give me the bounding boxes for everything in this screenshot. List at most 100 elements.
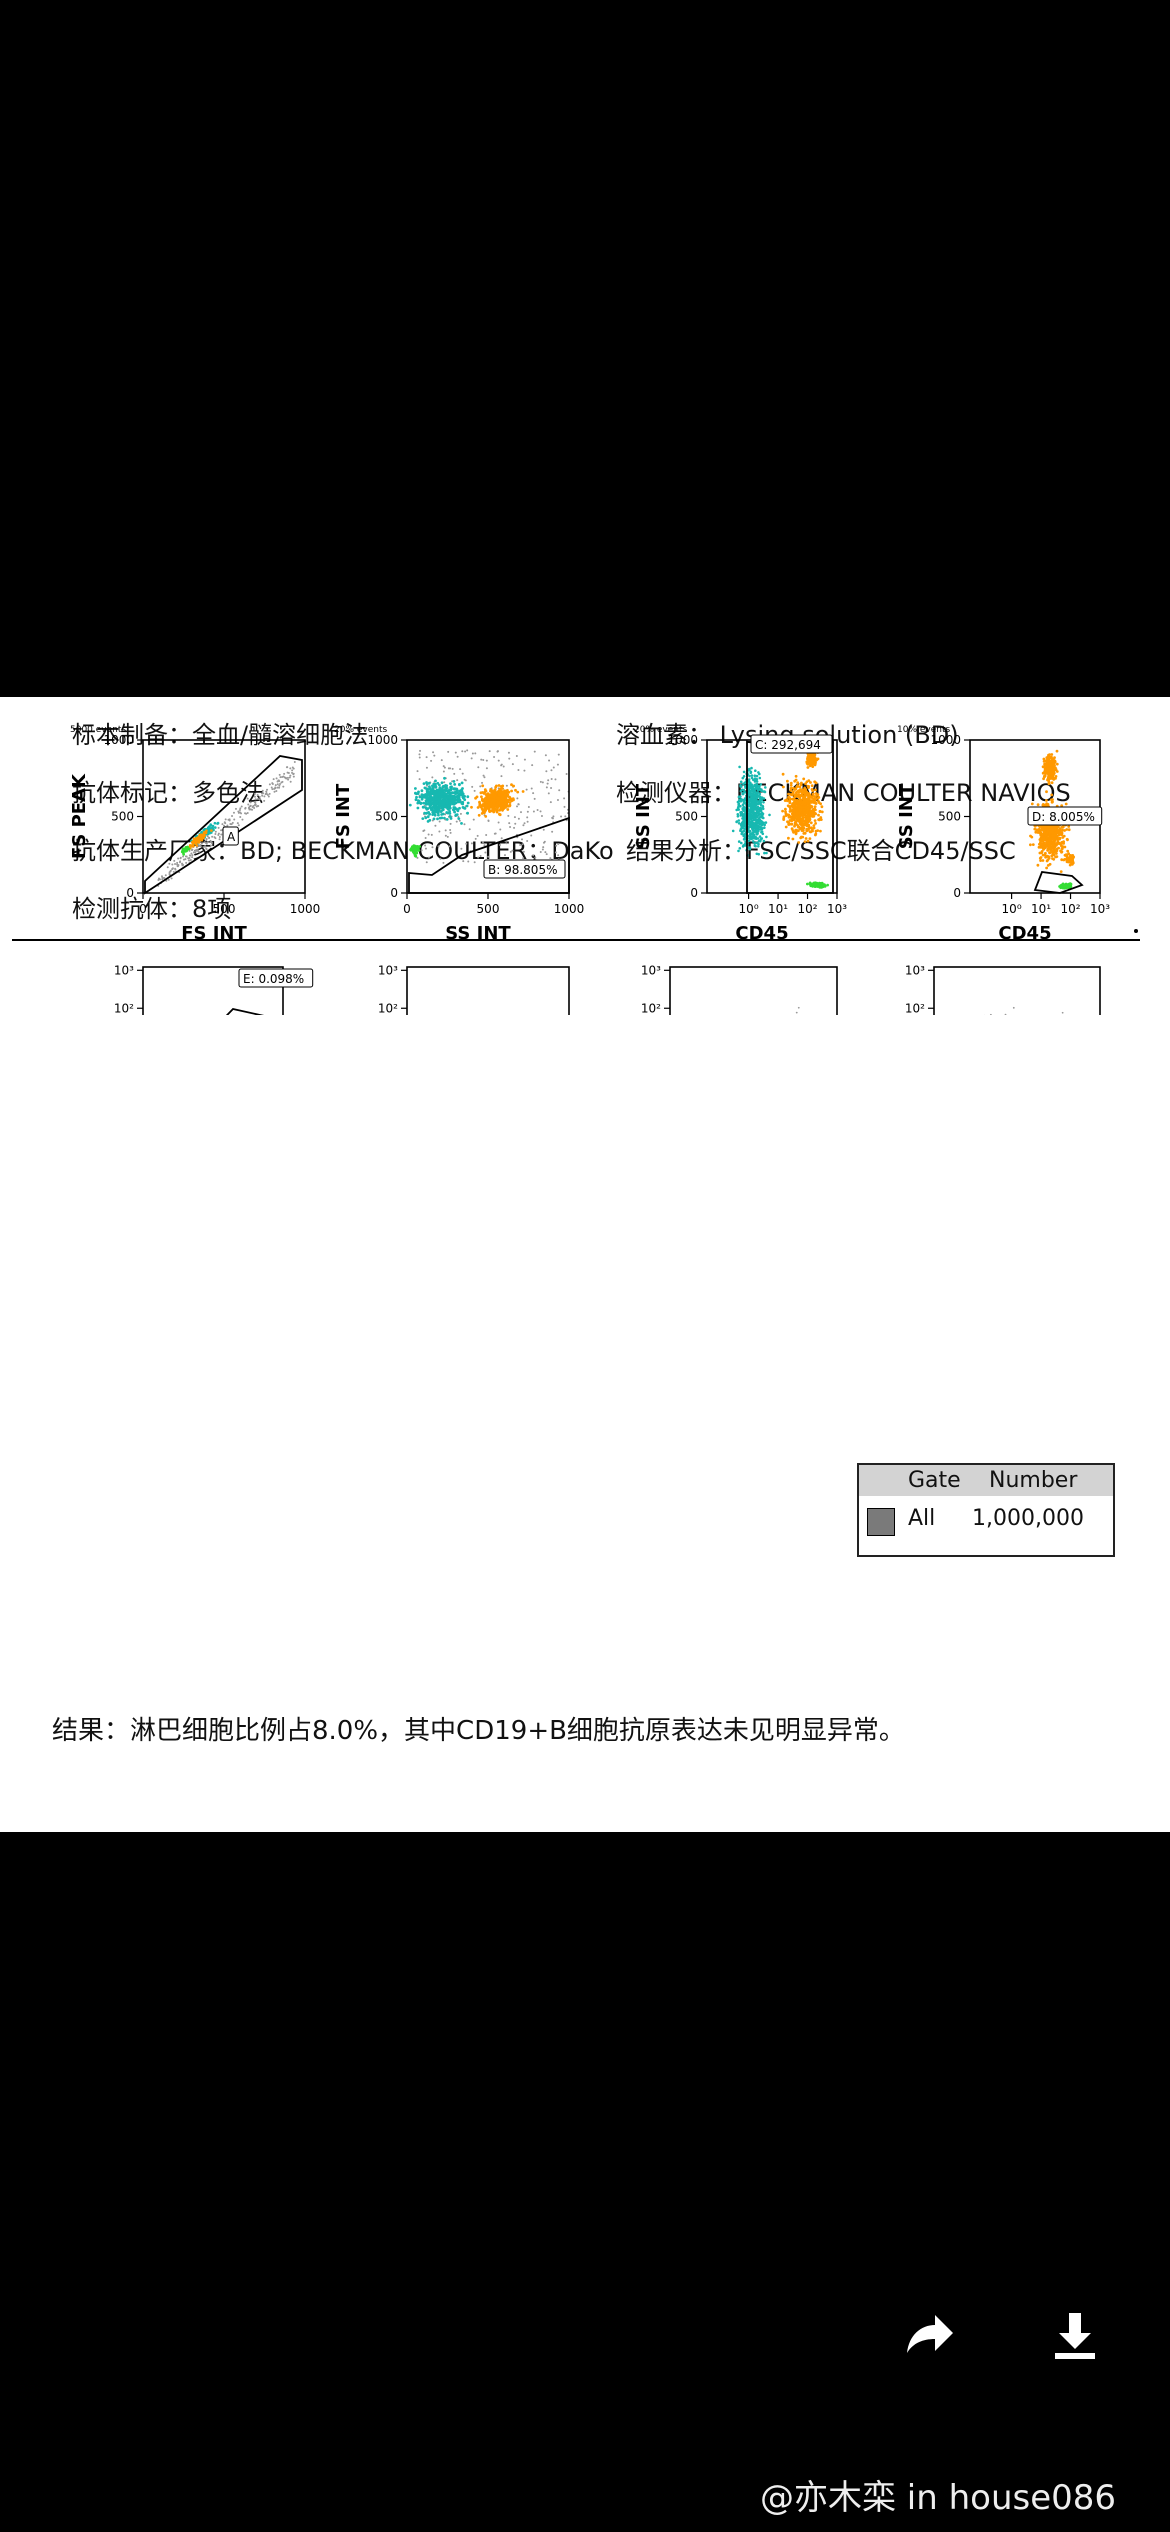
- event-dot: [793, 814, 797, 818]
- x-tick-label: 10¹: [1031, 902, 1051, 916]
- event-dot: [444, 834, 447, 837]
- event-dot: [286, 776, 289, 779]
- gate-b[interactable]: [408, 816, 570, 894]
- event-dot: [465, 804, 469, 808]
- event-dot: [554, 851, 557, 854]
- event-dot: [522, 857, 525, 860]
- event-dot: [425, 807, 429, 811]
- event-dot: [426, 791, 429, 794]
- event-dot: [1045, 802, 1048, 806]
- event-dot: [408, 803, 412, 807]
- event-dot: [282, 785, 285, 788]
- event-dot: [441, 803, 445, 806]
- event-dot: [759, 801, 763, 805]
- event-dot: [187, 857, 190, 860]
- event-dot: [481, 804, 484, 808]
- event-dot: [814, 833, 817, 837]
- event-dot: [515, 754, 518, 757]
- event-dot: [467, 860, 470, 863]
- event-dot: [751, 796, 754, 800]
- event-dot: [445, 784, 449, 788]
- event-dot: [557, 854, 560, 857]
- event-dot: [431, 788, 435, 791]
- gate-a[interactable]: [144, 755, 303, 895]
- event-dot: [217, 826, 220, 829]
- event-dot: [1046, 847, 1050, 851]
- event-dot: [497, 759, 500, 762]
- event-dot: [275, 789, 278, 792]
- event-dot: [220, 833, 223, 836]
- event-dot: [444, 829, 447, 832]
- event-dot: [425, 756, 428, 759]
- event-dot: [254, 803, 257, 806]
- event-dot: [272, 778, 275, 781]
- event-dot: [182, 848, 185, 852]
- gate-e[interactable]: [201, 1008, 275, 1015]
- event-dot: [472, 818, 475, 821]
- event-dot: [784, 813, 788, 817]
- event-dot: [757, 812, 760, 816]
- event-dot: [758, 776, 762, 780]
- event-dot: [258, 798, 261, 801]
- event-dot: [479, 785, 482, 788]
- event-dot: [418, 795, 422, 799]
- event-dot: [247, 803, 250, 806]
- event-dot: [157, 878, 160, 881]
- event-dot: [813, 807, 816, 811]
- event-dot: [814, 797, 818, 801]
- x-tick-label: 10⁰: [739, 902, 759, 916]
- event-dot: [1066, 838, 1069, 842]
- event-dot: [798, 801, 802, 805]
- event-dot: [431, 786, 435, 789]
- event-dot: [191, 856, 194, 859]
- event-dot: [807, 796, 810, 800]
- gate-d[interactable]: [1033, 871, 1084, 894]
- event-dot: [207, 836, 210, 839]
- event-dot: [737, 795, 741, 799]
- event-dot: [754, 821, 758, 825]
- event-dot: [564, 815, 567, 818]
- y-tick-label: 500: [375, 810, 398, 824]
- event-dot: [249, 801, 252, 804]
- y-tick-label: 10²: [378, 1001, 398, 1015]
- event-dot: [788, 810, 792, 813]
- event-dot: [501, 790, 505, 794]
- event-dot: [468, 828, 471, 831]
- event-dot: [1055, 749, 1059, 753]
- event-dot: [217, 834, 220, 837]
- event-dot: [435, 793, 439, 797]
- event-dot: [813, 805, 817, 808]
- event-dot: [752, 814, 755, 818]
- event-dot: [483, 803, 487, 807]
- event-dot: [205, 837, 208, 840]
- event-dot: [742, 809, 746, 813]
- event-dot: [786, 804, 790, 808]
- event-dot: [425, 766, 428, 769]
- event-dot: [762, 839, 766, 843]
- event-dot: [755, 774, 759, 778]
- event-dot: [784, 807, 787, 811]
- event-dot: [1045, 790, 1048, 794]
- event-dot: [482, 759, 485, 762]
- event-dot: [209, 844, 212, 847]
- event-dot: [809, 821, 813, 825]
- event-dot: [502, 799, 505, 803]
- event-dot: [741, 776, 745, 780]
- gate-label-box: [222, 826, 239, 846]
- event-dot: [789, 793, 793, 796]
- event-dot: [544, 851, 547, 854]
- event-dot: [759, 783, 763, 786]
- event-dot: [240, 805, 243, 808]
- event-dot: [1050, 753, 1054, 756]
- event-dot: [446, 807, 450, 810]
- event-dot: [556, 763, 559, 766]
- flow-cytometry-plots: 5000 events 0 500 1000 0 500 1000 FS INT FS PEAK…: [69, 725, 1110, 1015]
- event-dot: [819, 829, 822, 833]
- event-dot: [1055, 826, 1059, 829]
- event-dot: [753, 823, 756, 827]
- event-dot: [1056, 839, 1060, 843]
- event-dot: [458, 783, 461, 786]
- event-dot: [534, 856, 537, 859]
- event-dot: [488, 750, 491, 753]
- event-dot: [787, 815, 791, 819]
